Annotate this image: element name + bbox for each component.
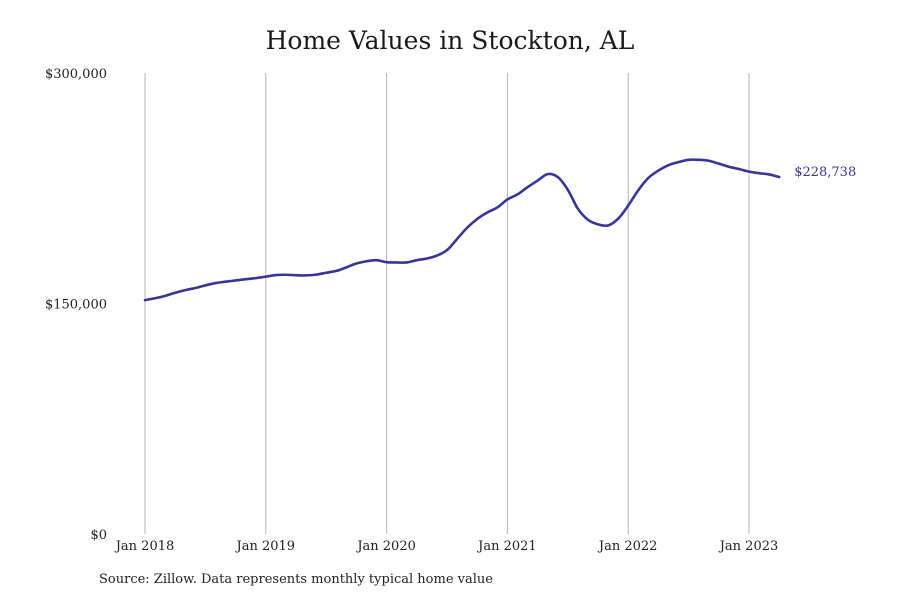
x-axis-ticks: Jan 2018 Jan 2019 Jan 2020 Jan 2021 Jan 2022… (114, 539, 779, 554)
grid-layer (144, 73, 750, 534)
x-tick-label: Jan 2021 (476, 539, 537, 554)
source-note: Source: Zillow. Data represents monthly … (99, 572, 493, 587)
y-tick-label: $150,000 (45, 298, 107, 313)
series-layer (143, 158, 781, 302)
y-axis-ticks: $0 $150,000 $300,000 (45, 67, 107, 543)
x-tick-label: Jan 2022 (597, 539, 658, 554)
x-tick-label: Jan 2020 (355, 539, 416, 554)
series-line (143, 158, 781, 302)
x-tick-label: Jan 2023 (718, 539, 779, 554)
y-tick-label: $0 (90, 528, 107, 543)
x-tick-label: Jan 2018 (114, 539, 175, 554)
y-tick-label: $300,000 (45, 67, 107, 82)
x-tick-label: Jan 2019 (235, 539, 296, 554)
chart-title: Home Values in Stockton, AL (265, 26, 635, 55)
end-value-label: $228,738 (794, 165, 856, 180)
